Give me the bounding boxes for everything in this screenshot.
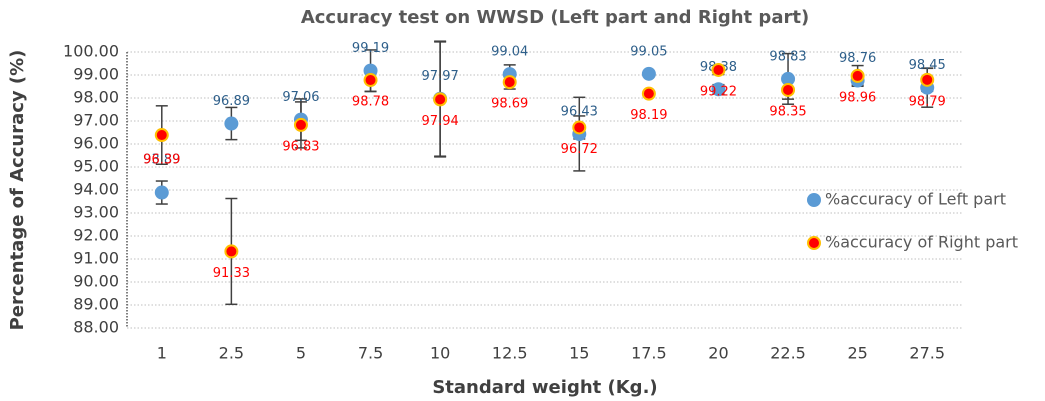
x-axis-title: Standard weight (Kg.) (432, 377, 657, 398)
y-tick-label: 94.00 (73, 180, 119, 199)
point (224, 116, 239, 131)
data-label: 98.96 (839, 90, 876, 105)
data-label: 96.89 (213, 94, 250, 109)
point (224, 244, 239, 259)
x-tick-label: 12.5 (492, 344, 528, 363)
point (711, 62, 726, 77)
data-label: 96.39 (143, 153, 180, 168)
data-label: 99.04 (491, 45, 528, 60)
y-tick-label: 93.00 (73, 203, 119, 222)
data-label: 98.83 (769, 49, 806, 64)
point (433, 92, 448, 107)
point (781, 82, 796, 97)
point (850, 68, 865, 83)
data-label: 98.76 (839, 51, 876, 66)
x-tick-label: 15 (569, 344, 589, 363)
point (641, 86, 656, 101)
data-label: 98.19 (630, 108, 667, 123)
point (502, 75, 517, 90)
data-label: 99.05 (630, 44, 667, 59)
x-tick-label: 7.5 (358, 344, 383, 363)
data-label: 99.19 (352, 41, 389, 56)
y-tick-label: 100.00 (63, 42, 119, 61)
point (572, 120, 587, 135)
legend-label: %accuracy of Left part (825, 190, 1006, 209)
data-label: 98.45 (909, 58, 946, 73)
y-tick-label: 95.00 (73, 157, 119, 176)
legend-marker (807, 193, 821, 207)
point (154, 128, 169, 143)
x-tick-label: 25 (847, 344, 867, 363)
x-tick-label: 2.5 (219, 344, 244, 363)
data-label: 97.06 (282, 90, 319, 105)
y-tick-label: 99.00 (73, 65, 119, 84)
data-label: 96.43 (561, 105, 598, 120)
data-label: 98.79 (909, 94, 946, 109)
y-axis-title: Percentage of Accuracy (%) (7, 50, 28, 331)
point (781, 71, 796, 86)
data-label: 99.22 (700, 84, 737, 99)
y-tick-label: 92.00 (73, 226, 119, 245)
x-tick-label: 1 (157, 344, 167, 363)
point (154, 185, 169, 200)
point (920, 72, 935, 87)
x-tick-label: 20 (708, 344, 728, 363)
data-label: 97.94 (422, 114, 459, 129)
point (363, 73, 378, 88)
data-label: 96.72 (561, 142, 598, 157)
data-label: 98.78 (352, 95, 389, 110)
legend-marker (807, 236, 821, 250)
data-label: 91.33 (213, 266, 250, 281)
x-tick-label: 17.5 (631, 344, 667, 363)
point (641, 66, 656, 81)
data-label: 93.89 (143, 153, 180, 168)
y-tick-label: 91.00 (73, 249, 119, 268)
data-label: 96.83 (282, 139, 319, 154)
legend-label: %accuracy of Right part (825, 233, 1018, 252)
data-label: 97.97 (422, 69, 459, 84)
x-tick-label: 5 (296, 344, 306, 363)
x-tick-label: 10 (430, 344, 450, 363)
chart-title: Accuracy test on WWSD (Left part and Rig… (301, 7, 809, 28)
x-tick-label: 22.5 (770, 344, 806, 363)
data-label: 98.35 (769, 104, 806, 119)
y-tick-label: 96.00 (73, 134, 119, 153)
data-label: 98.69 (491, 97, 528, 112)
x-tick-label: 27.5 (909, 344, 945, 363)
y-tick-label: 89.00 (73, 295, 119, 314)
y-tick-label: 97.00 (73, 111, 119, 130)
point (711, 82, 726, 97)
y-tick-label: 88.00 (73, 318, 119, 337)
y-tick-label: 90.00 (73, 272, 119, 291)
y-tick-label: 98.00 (73, 88, 119, 107)
point (293, 117, 308, 132)
